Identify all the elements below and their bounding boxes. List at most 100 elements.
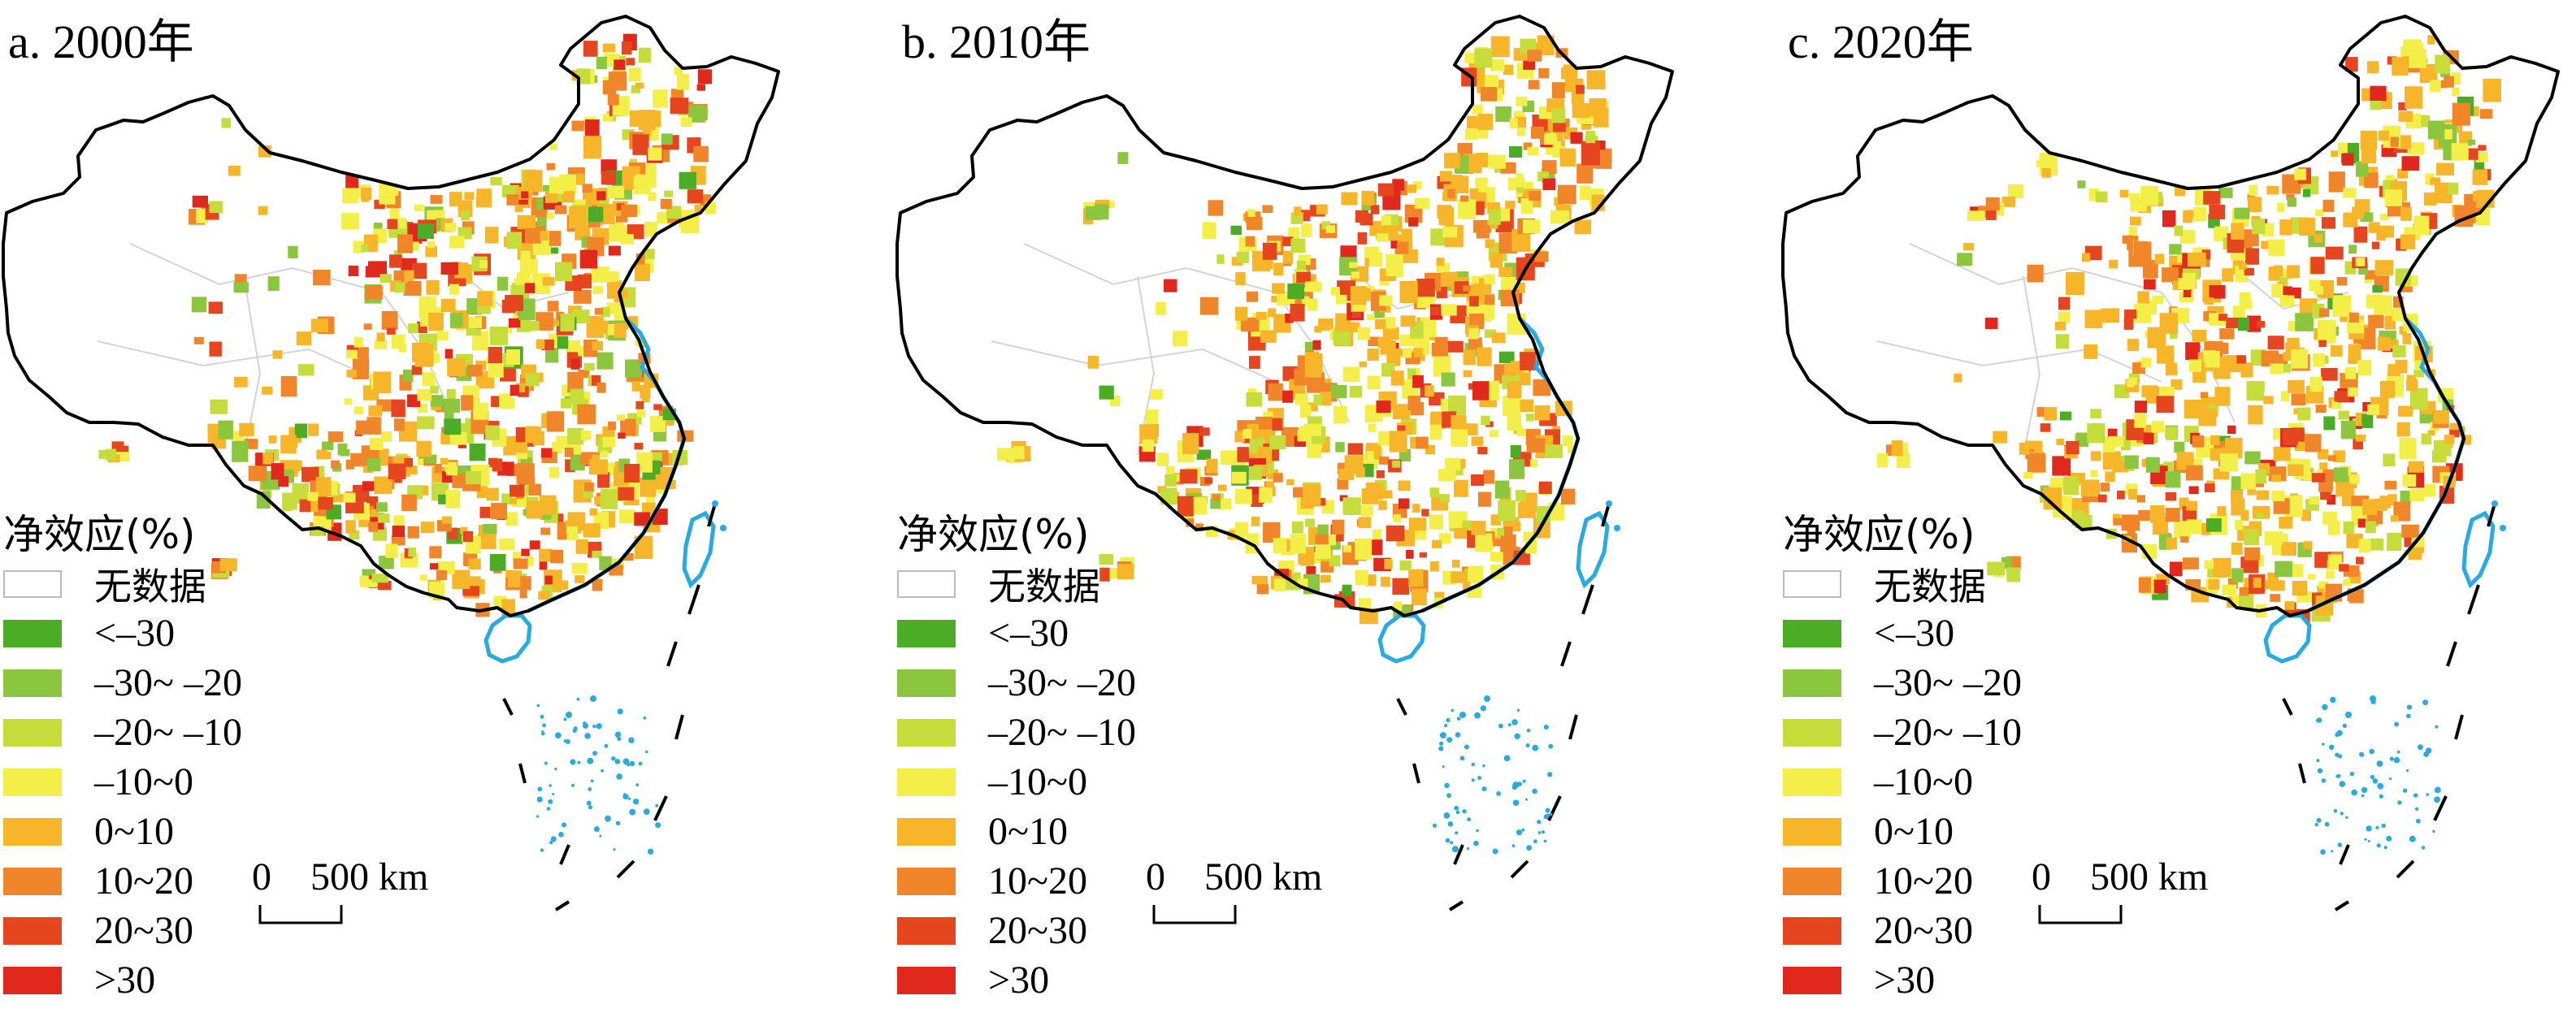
- county-cell: [1436, 262, 1450, 273]
- maritime-dash: [707, 503, 717, 527]
- county-cell: [1429, 424, 1442, 439]
- county-cell: [1431, 343, 1448, 357]
- county-cell: [621, 41, 632, 55]
- county-cell: [693, 145, 709, 162]
- county-cell: [2209, 285, 2226, 299]
- county-cell: [1263, 522, 1281, 543]
- county-cell: [2303, 541, 2313, 550]
- county-cell: [1498, 351, 1515, 363]
- county-cell: [2128, 488, 2137, 500]
- county-cell: [520, 576, 531, 591]
- county-cell: [607, 186, 625, 198]
- county-cell: [2355, 258, 2366, 266]
- county-cell: [2285, 601, 2295, 610]
- islet: [1492, 848, 1498, 855]
- county-cell: [1476, 225, 1490, 239]
- county-cell: [1314, 326, 1322, 333]
- county-cell: [1272, 283, 1285, 294]
- islet: [2322, 703, 2328, 711]
- county-cell: [361, 187, 372, 201]
- county-cell: [477, 291, 493, 307]
- county-cell: [1373, 310, 1385, 318]
- county-cell: [643, 129, 652, 136]
- county-cell: [608, 421, 617, 431]
- county-cell: [1206, 458, 1218, 474]
- county-cell: [2271, 491, 2285, 501]
- county-cell: [492, 458, 503, 472]
- county-cell: [2177, 253, 2187, 263]
- islet: [1550, 812, 1553, 816]
- county-cell: [513, 442, 527, 453]
- county-cell: [2332, 295, 2351, 317]
- county-cell: [2368, 314, 2384, 328]
- county-cell: [1412, 374, 1424, 388]
- county-cell: [1329, 555, 1341, 567]
- county-cell: [392, 526, 405, 538]
- county-cell: [1509, 146, 1523, 158]
- maritime-dash: [2454, 714, 2464, 740]
- county-cell: [1393, 514, 1402, 523]
- county-cell: [679, 171, 696, 189]
- maritime-dash: [559, 844, 570, 865]
- county-cell: [1529, 459, 1537, 468]
- county-cell: [1164, 279, 1177, 292]
- county-cell: [2247, 315, 2262, 332]
- county-cell: [1349, 385, 1363, 398]
- county-cell: [540, 527, 550, 535]
- county-cell: [567, 512, 586, 531]
- county-cell: [379, 274, 392, 284]
- county-cell: [570, 388, 584, 405]
- south-sea-inset: [502, 500, 726, 911]
- islet: [2379, 794, 2383, 799]
- county-cell: [506, 194, 519, 206]
- county-cell: [1411, 588, 1427, 605]
- county-cell: [376, 332, 385, 342]
- islet: [611, 756, 616, 761]
- county-cell: [594, 308, 604, 315]
- county-cell: [631, 381, 640, 392]
- islet: [1537, 831, 1542, 834]
- county-cell: [490, 177, 502, 186]
- county-cell: [2239, 587, 2249, 596]
- county-cell: [539, 495, 557, 515]
- county-cell: [1481, 415, 1490, 426]
- county-cell: [2338, 410, 2349, 420]
- county-cell: [2248, 197, 2262, 213]
- islet: [1503, 755, 1511, 762]
- county-cell: [1526, 438, 1546, 453]
- county-cell: [2353, 226, 2368, 243]
- county-cell: [2267, 336, 2284, 350]
- county-cell: [2253, 577, 2262, 588]
- county-cell: [2401, 524, 2419, 538]
- county-cell: [524, 283, 536, 293]
- county-cell: [1456, 271, 1468, 281]
- legend-swatch: [1783, 669, 1841, 697]
- county-cell: [592, 341, 603, 351]
- county-cell: [1425, 444, 1435, 455]
- county-cell: [1511, 228, 1531, 252]
- county-cell: [2151, 421, 2165, 433]
- county-cell: [1231, 471, 1247, 484]
- county-cell: [591, 266, 609, 283]
- county-cell: [2225, 318, 2241, 328]
- legend-item: –30~ –20: [897, 658, 1136, 708]
- county-cell: [1246, 291, 1259, 302]
- county-cell: [115, 452, 130, 462]
- county-cell: [2319, 462, 2328, 470]
- county-cell: [2210, 435, 2220, 445]
- county-cell: [2166, 537, 2177, 550]
- county-cell: [592, 551, 602, 558]
- islet: [638, 761, 643, 766]
- county-cell: [2257, 321, 2266, 328]
- islet: [2418, 744, 2423, 751]
- county-cell: [1484, 294, 1494, 305]
- county-cell: [248, 465, 267, 482]
- county-cell: [373, 371, 391, 394]
- county-cell: [596, 56, 607, 70]
- county-cell: [1557, 184, 1576, 205]
- county-cell: [660, 198, 672, 210]
- county-cell: [367, 458, 381, 472]
- county-cell: [2152, 296, 2164, 305]
- county-cell: [2275, 561, 2293, 578]
- county-cell: [1335, 294, 1347, 305]
